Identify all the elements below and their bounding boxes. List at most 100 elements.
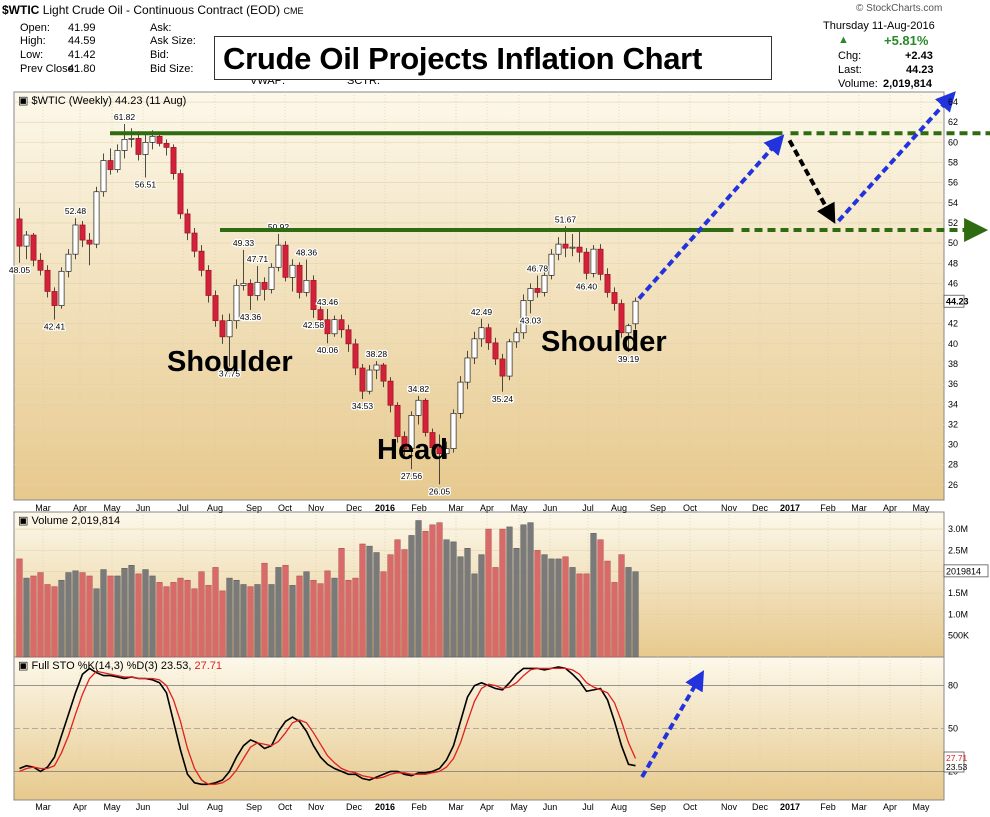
volume-bar-up	[65, 572, 72, 658]
volume-bar-down	[597, 539, 604, 658]
price-y-tick-label: 50	[948, 238, 958, 248]
volume-bar-down	[429, 524, 436, 658]
volume-bar-up	[254, 584, 261, 658]
volume-bar-up	[128, 565, 135, 658]
volume-bar-up	[240, 584, 247, 658]
volume-bar-up	[366, 545, 373, 658]
sto-separator: ,	[188, 660, 192, 672]
volume-bar-up	[464, 548, 471, 658]
x-tick-label: Sep	[650, 802, 666, 812]
left-shoulder-label: Shoulder	[167, 346, 293, 378]
volume-badge-text: 2019814	[946, 566, 981, 576]
candle-down	[387, 380, 394, 406]
high-value: 44.59	[68, 35, 96, 47]
volume-bar-up	[569, 567, 576, 658]
price-badge-bg	[943, 294, 965, 308]
candle-down	[198, 250, 205, 271]
candle-up	[513, 332, 520, 343]
volume-bar-up	[513, 548, 520, 658]
x-tick-label: Dec	[346, 802, 363, 812]
price-data-label: 56.51	[135, 180, 157, 190]
candle-up	[527, 288, 534, 301]
prev-close-label: Prev Close:	[20, 63, 77, 75]
candle-down	[30, 234, 37, 261]
x-tick-label: May	[103, 503, 121, 513]
x-tick-label: Apr	[883, 503, 897, 513]
volume-bar-up	[268, 584, 275, 658]
price-data-label: 48.05	[9, 265, 31, 275]
volume-bar-up	[23, 577, 30, 658]
price-y-tick-label: 52	[948, 218, 958, 228]
x-tick-label: Mar	[35, 802, 51, 812]
volume-bar-up	[100, 569, 107, 658]
candle-up	[443, 448, 450, 455]
chg-label: Chg:	[838, 50, 862, 62]
volume-bar-down	[296, 575, 303, 658]
volume-bar-down	[604, 560, 611, 658]
low-value: 41.42	[68, 49, 96, 61]
candle-down	[212, 295, 219, 322]
candle-up	[408, 415, 415, 449]
candle-up	[471, 338, 478, 359]
candle-down	[51, 291, 58, 306]
price-y-tick-label: 28	[948, 460, 958, 470]
x-tick-label: Jun	[136, 802, 151, 812]
x-tick-label: Nov	[308, 802, 325, 812]
volume-bar-down	[422, 530, 429, 658]
sto-k-value: 23.53	[160, 660, 189, 672]
candle-up	[268, 266, 275, 290]
volume-bar-up	[632, 571, 639, 658]
x-tick-label: Apr	[73, 802, 87, 812]
volume-bar-up	[303, 571, 310, 658]
x-tick-label: Oct	[683, 503, 698, 513]
candle-down	[16, 218, 23, 247]
candle-down	[422, 399, 429, 433]
x-tick-label: Aug	[207, 503, 223, 513]
volume-bar-up	[121, 568, 128, 658]
volume-bar-up	[471, 573, 478, 658]
candle-up	[548, 253, 555, 276]
symbol: $WTIC	[2, 3, 40, 17]
price-y-tick-label: 34	[948, 399, 958, 409]
x-tick-label: 2016	[375, 802, 395, 812]
volume-bar-up	[548, 558, 555, 658]
x-tick-label: Jul	[177, 503, 189, 513]
volume-bar-up	[289, 585, 296, 658]
candle-up	[23, 234, 30, 247]
x-tick-label: Nov	[308, 503, 325, 513]
volume-bar-up	[415, 520, 422, 658]
x-tick-label: Sep	[246, 802, 262, 812]
sto-badge-k: 23.53	[946, 762, 968, 772]
x-tick-label: Aug	[611, 802, 627, 812]
volume-y-tick-label: 3.0M	[948, 524, 968, 534]
price-data-label: 42.49	[471, 307, 493, 317]
open-value: 41.99	[68, 22, 96, 34]
sto-panel-label: ▣ Full STO %K(14,3) %D(3) 23.53, 27.71	[18, 659, 222, 672]
candle-up	[541, 274, 548, 293]
candle-up	[457, 381, 464, 414]
stochastic-lines	[19, 666, 637, 786]
volume-bar-up	[114, 575, 121, 658]
projection-arrow-black	[787, 139, 836, 224]
price-data-label: 27.56	[401, 471, 423, 481]
x-tick-label: Nov	[721, 802, 738, 812]
volume-bar-down	[16, 558, 23, 658]
x-tick-label: Jun	[543, 503, 558, 513]
ask-label: Ask:	[150, 22, 172, 34]
exchange: CME	[283, 6, 304, 16]
x-tick-label: Dec	[752, 503, 769, 513]
x-tick-label: Mar	[851, 802, 867, 812]
last-label: Last:	[838, 64, 862, 76]
price-data-label: 34.82	[408, 384, 430, 394]
candle-down	[618, 303, 625, 334]
candle-down	[44, 269, 51, 292]
price-data-label: 40.06	[317, 345, 339, 355]
price-y-tick-label: 56	[948, 178, 958, 188]
price-y-tick-label: 36	[948, 379, 958, 389]
sto-d-line	[19, 667, 637, 785]
volume-bar-down	[191, 588, 198, 658]
volume-bar-up	[408, 535, 415, 658]
candle-down	[345, 329, 352, 345]
x-tick-label: Jul	[582, 802, 594, 812]
volume-y-tick-label: 2.5M	[948, 545, 968, 555]
